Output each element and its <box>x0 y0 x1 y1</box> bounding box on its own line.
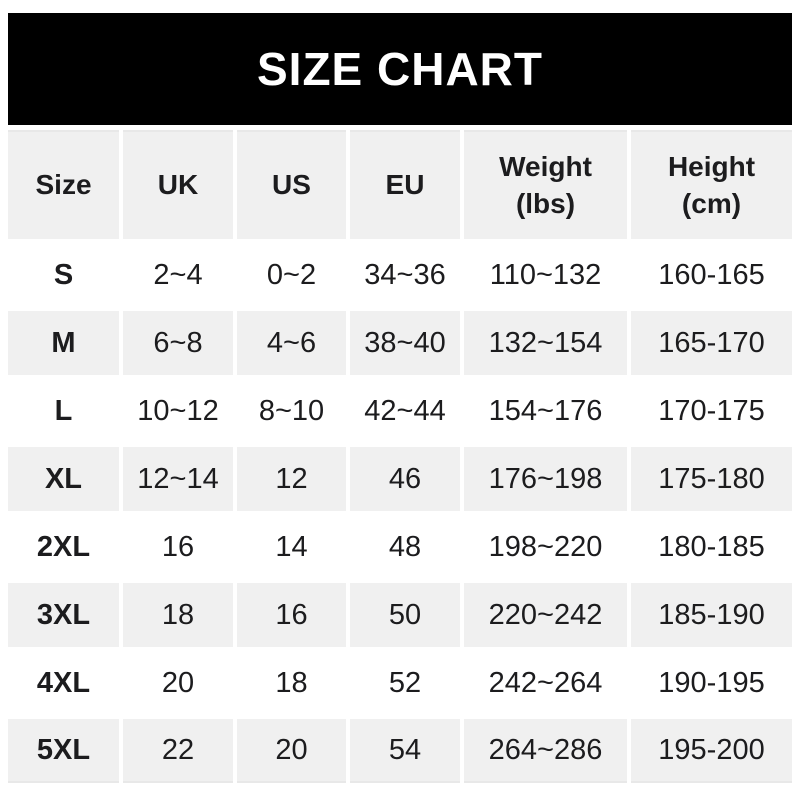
size-chart-table: Size UK US EU Weight (lbs) Height (cm) S… <box>8 130 792 783</box>
value-cell: 0~2 <box>266 258 317 291</box>
value-cell: 34~36 <box>364 258 446 291</box>
value-cell: 12 <box>237 447 346 511</box>
value-cell: 132~154 <box>464 311 627 375</box>
value-cell: 185-190 <box>631 583 792 647</box>
value-cell: 20 <box>161 666 195 699</box>
size-label: 4XL <box>36 666 91 699</box>
row-l: L 10~12 8~10 42~44 154~176 170-175 <box>8 379 792 443</box>
value-cell: 22 <box>123 719 233 783</box>
row-s: S 2~4 0~2 34~36 110~132 160-165 <box>8 243 792 307</box>
row-3xl: 3XL 18 16 50 220~242 185-190 <box>8 583 792 647</box>
column-header-us: US <box>237 130 346 239</box>
column-header-weight: Weight (lbs) <box>464 130 627 239</box>
value-cell: 10~12 <box>137 394 219 427</box>
value-cell: 160-165 <box>658 258 765 291</box>
size-label: 2XL <box>36 530 91 563</box>
column-header-height: Height (cm) <box>631 130 792 239</box>
value-cell: 16 <box>237 583 346 647</box>
value-cell: 175-180 <box>631 447 792 511</box>
row-m: M 6~8 4~6 38~40 132~154 165-170 <box>8 311 792 375</box>
value-cell: 110~132 <box>489 258 602 291</box>
value-cell: 12~14 <box>123 447 233 511</box>
row-5xl: 5XL 22 20 54 264~286 195-200 <box>8 719 792 783</box>
row-2xl: 2XL 16 14 48 198~220 180-185 <box>8 515 792 579</box>
value-cell: 4~6 <box>237 311 346 375</box>
column-header-eu: EU <box>350 130 460 239</box>
value-cell: 18 <box>123 583 233 647</box>
value-cell: 42~44 <box>364 394 446 427</box>
value-cell: 176~198 <box>464 447 627 511</box>
value-cell: 54 <box>350 719 460 783</box>
size-chart-banner: SIZE CHART <box>8 13 792 125</box>
value-cell: 220~242 <box>464 583 627 647</box>
value-cell: 48 <box>388 530 422 563</box>
size-label: XL <box>8 447 119 511</box>
size-label: L <box>54 394 73 427</box>
value-cell: 14 <box>275 530 308 563</box>
column-header-uk: UK <box>123 130 233 239</box>
value-cell: 38~40 <box>350 311 460 375</box>
value-cell: 165-170 <box>631 311 792 375</box>
value-cell: 170-175 <box>658 394 765 427</box>
value-cell: 50 <box>350 583 460 647</box>
value-cell: 8~10 <box>258 394 325 427</box>
value-cell: 195-200 <box>631 719 792 783</box>
value-cell: 20 <box>237 719 346 783</box>
size-label: 5XL <box>8 719 119 783</box>
value-cell: 242~264 <box>488 666 603 699</box>
value-cell: 16 <box>161 530 195 563</box>
row-xl: XL 12~14 12 46 176~198 175-180 <box>8 447 792 511</box>
value-cell: 18 <box>275 666 308 699</box>
value-cell: 198~220 <box>488 530 603 563</box>
value-cell: 180-185 <box>658 530 765 563</box>
value-cell: 2~4 <box>153 258 203 291</box>
table-header-row: Size UK US EU Weight (lbs) Height (cm) <box>8 130 792 239</box>
page-title: SIZE CHART <box>257 43 543 95</box>
value-cell: 46 <box>350 447 460 511</box>
value-cell: 52 <box>388 666 422 699</box>
size-label: M <box>8 311 119 375</box>
value-cell: 154~176 <box>488 394 603 427</box>
value-cell: 190-195 <box>658 666 765 699</box>
value-cell: 264~286 <box>464 719 627 783</box>
size-label: S <box>53 258 74 291</box>
size-label: 3XL <box>8 583 119 647</box>
value-cell: 6~8 <box>123 311 233 375</box>
row-4xl: 4XL 20 18 52 242~264 190-195 <box>8 651 792 715</box>
column-header-size: Size <box>8 130 119 239</box>
